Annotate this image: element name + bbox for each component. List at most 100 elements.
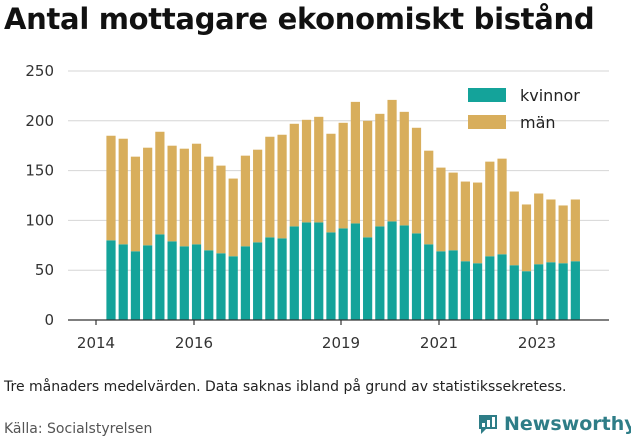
bar-man: [570, 199, 580, 262]
bar-man: [460, 181, 470, 262]
bar-man: [265, 136, 275, 238]
bar-kvinnor: [411, 233, 422, 320]
bar-kvinnor: [191, 244, 202, 320]
bar-kvinnor: [204, 250, 214, 320]
bar-kvinnor: [240, 246, 251, 320]
y-tick-label: 50: [35, 261, 54, 279]
bar-man: [155, 131, 165, 235]
bar-kvinnor: [130, 251, 141, 320]
bar-kvinnor: [143, 245, 153, 320]
chart-title: Antal mottagare ekonomiskt bistånd: [4, 2, 595, 36]
bar-man: [473, 182, 483, 264]
chart-legend: kvinnor män: [468, 86, 580, 132]
chart-note: Tre månaders medelvärden. Data saknas ib…: [4, 379, 567, 395]
bar-man: [179, 148, 189, 247]
bar-man: [448, 172, 458, 251]
bar-kvinnor: [326, 232, 336, 320]
bar-man: [289, 123, 299, 227]
bar-man: [350, 101, 360, 224]
bar-man: [424, 150, 434, 245]
bar-man: [216, 165, 226, 254]
legend-label: kvinnor: [520, 86, 580, 105]
bar-man: [363, 120, 373, 238]
bar-man: [399, 111, 409, 226]
bar-kvinnor: [448, 250, 458, 320]
bar-kvinnor: [570, 261, 580, 320]
stacked-bar-chart: 0 50 100 150 200 250 2014 2016 2019 2021 2023 kvi…: [25, 62, 609, 352]
bar-kvinnor: [253, 242, 263, 320]
x-tick-label: 2019: [322, 334, 360, 352]
legend-label: män: [520, 113, 556, 132]
bar-kvinnor: [118, 244, 128, 320]
y-tick-label: 250: [25, 62, 54, 80]
bar-man: [228, 178, 238, 257]
bar-kvinnor: [436, 251, 446, 320]
bar-man: [521, 204, 532, 272]
brand-logo: Newsworthy: [477, 411, 631, 437]
bar-man: [497, 158, 507, 255]
x-tick-label: 2023: [518, 334, 556, 352]
bar-kvinnor: [485, 256, 495, 320]
bar-kvinnor: [155, 234, 165, 320]
bar-man: [546, 199, 556, 263]
bar-kvinnor: [460, 261, 470, 320]
bar-man: [167, 145, 177, 242]
bar-kvinnor: [277, 238, 287, 320]
legend-swatch: [468, 88, 506, 102]
bar-man: [253, 149, 263, 243]
bar-man: [375, 113, 385, 227]
bar-kvinnor: [167, 241, 177, 320]
bar-kvinnor: [424, 244, 434, 320]
bar-kvinnor: [265, 237, 275, 320]
bar-series: [106, 99, 580, 320]
bar-man: [106, 135, 116, 241]
y-axis-ticks: 0 50 100 150 200 250: [25, 62, 54, 329]
bar-kvinnor: [399, 225, 409, 320]
y-tick-label: 0: [44, 311, 54, 329]
bar-kvinnor: [375, 226, 385, 320]
bar-man: [204, 156, 214, 251]
bar-man: [191, 143, 202, 245]
bar-kvinnor: [338, 228, 348, 320]
bar-man: [326, 133, 336, 233]
bar-kvinnor: [289, 226, 299, 320]
bar-man: [240, 155, 251, 247]
bar-man: [387, 99, 397, 222]
bar-man: [338, 122, 348, 229]
y-tick-label: 100: [25, 211, 54, 229]
bar-kvinnor: [473, 263, 483, 320]
x-tick-label: 2014: [77, 334, 115, 352]
bar-kvinnor: [497, 254, 507, 320]
bar-kvinnor: [558, 263, 568, 320]
bar-kvinnor: [534, 264, 544, 320]
bar-kvinnor: [179, 246, 189, 320]
x-axis: 2014 2016 2019 2021 2023: [68, 319, 609, 352]
bar-man: [314, 116, 324, 223]
bar-kvinnor: [521, 271, 532, 320]
bar-man: [436, 167, 446, 252]
legend-swatch: [468, 115, 506, 129]
bar-man: [558, 205, 568, 264]
bar-kvinnor: [314, 222, 324, 320]
bar-man: [411, 127, 422, 234]
bar-kvinnor: [387, 221, 397, 320]
bar-kvinnor: [509, 265, 519, 320]
bar-man: [534, 193, 544, 265]
newsworthy-logo-icon: [479, 415, 497, 434]
bar-man: [485, 161, 495, 257]
bar-man: [509, 191, 519, 266]
bar-man: [118, 138, 128, 245]
source-credit: Källa: Socialstyrelsen: [4, 421, 153, 437]
bar-man: [130, 156, 141, 252]
bar-kvinnor: [546, 262, 556, 320]
bar-kvinnor: [363, 237, 373, 320]
bar-kvinnor: [301, 222, 312, 320]
y-tick-label: 200: [25, 112, 54, 130]
x-tick-label: 2016: [175, 334, 213, 352]
bar-kvinnor: [350, 223, 360, 320]
bar-man: [277, 134, 287, 239]
brand-name: Newsworthy: [504, 413, 631, 435]
x-tick-label: 2021: [420, 334, 458, 352]
bar-kvinnor: [216, 253, 226, 320]
bar-man: [143, 147, 153, 246]
